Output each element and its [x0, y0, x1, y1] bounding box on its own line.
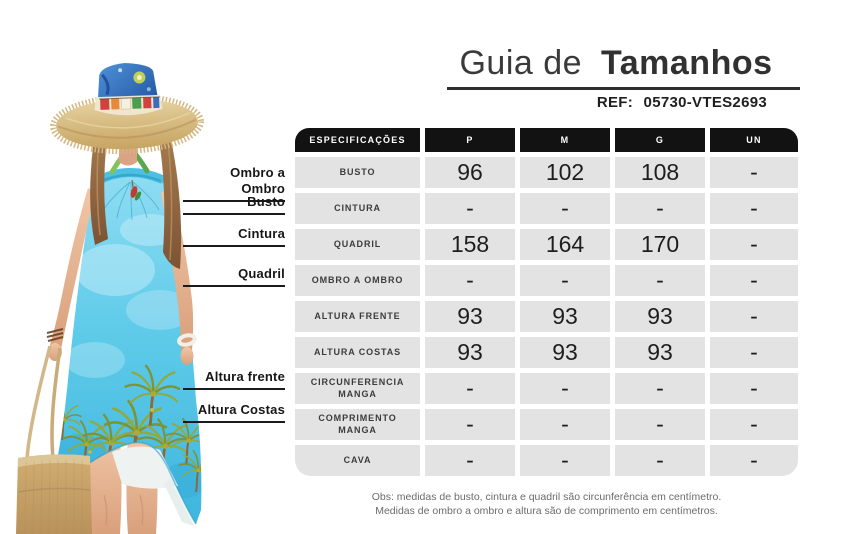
row-label: CINTURA	[295, 193, 420, 224]
measure-label: Altura Costas	[197, 402, 285, 417]
size-value-cell: -	[520, 445, 610, 476]
measure-label: Altura frente	[205, 369, 285, 384]
white-bangle	[177, 333, 197, 347]
ref-label: REF:	[596, 94, 634, 111]
page-title: Guia de Tamanhos	[425, 44, 807, 83]
ref-value: 05730-VTES2693	[643, 94, 767, 111]
title-underline	[447, 87, 800, 90]
size-value-cell: -	[710, 157, 798, 188]
measure-line-busto: Busto	[183, 194, 285, 215]
size-value-cell: 93	[520, 337, 610, 368]
tote-bag	[16, 345, 92, 534]
size-value-cell: 93	[520, 301, 610, 332]
size-value-cell: -	[710, 373, 798, 404]
size-value-cell: -	[710, 229, 798, 260]
row-label: OMBRO A OMBRO	[295, 265, 420, 296]
size-value-cell: -	[520, 193, 610, 224]
footnote-line-1: Obs: medidas de busto, cintura e quadril…	[371, 491, 722, 503]
measure-line-altura-costas: Altura Costas	[183, 402, 285, 423]
size-value-cell: 96	[425, 157, 515, 188]
hat-band-houses	[99, 96, 161, 110]
measure-label: Ombro a Ombro	[230, 165, 285, 196]
size-value-cell: -	[615, 373, 705, 404]
size-value-cell: -	[615, 409, 705, 440]
size-value-cell: 93	[615, 301, 705, 332]
size-value-cell: -	[520, 409, 610, 440]
page-title-light: Guia de	[459, 44, 583, 82]
size-value-cell: -	[520, 373, 610, 404]
size-value-cell: -	[615, 265, 705, 296]
footnote-line-2: Medidas de ombro a ombro e altura são de…	[375, 505, 718, 518]
size-value-cell: -	[425, 193, 515, 224]
size-value-cell: -	[425, 373, 515, 404]
charm	[130, 179, 142, 201]
row-label: CAVA	[295, 445, 420, 476]
size-value-cell: -	[615, 445, 705, 476]
size-value-cell: 102	[520, 157, 610, 188]
size-value-cell: -	[710, 193, 798, 224]
straw-hat	[50, 63, 204, 155]
row-label: COMPRIMENTO MANGA	[295, 409, 420, 440]
column-header-m: M	[520, 128, 610, 152]
size-value-cell: -	[710, 265, 798, 296]
row-label: BUSTO	[295, 157, 420, 188]
size-table: ESPECIFICAÇÕES P M G UN BUSTO 96 102 108- CINTURA…	[295, 128, 798, 476]
size-value-cell: 93	[425, 301, 515, 332]
measure-line-altura-frente: Altura frente	[183, 369, 285, 390]
size-value-cell: 93	[615, 337, 705, 368]
size-value-cell: -	[425, 409, 515, 440]
wrap-bracelet	[46, 328, 64, 342]
measure-label: Cintura	[238, 226, 285, 241]
column-header-especificacoes: ESPECIFICAÇÕES	[295, 128, 420, 152]
measure-line-quadril: Quadril	[183, 266, 285, 287]
size-value-cell: -	[710, 337, 798, 368]
measure-line-cintura: Cintura	[183, 226, 285, 247]
size-value-cell: -	[710, 301, 798, 332]
size-value-cell: 93	[425, 337, 515, 368]
size-value-cell: 158	[425, 229, 515, 260]
row-label: ALTURA COSTAS	[295, 337, 420, 368]
row-label: ALTURA FRENTE	[295, 301, 420, 332]
size-value-cell: -	[710, 409, 798, 440]
size-value-cell: -	[425, 265, 515, 296]
footnote: Obs: medidas de busto, cintura e quadril…	[295, 490, 798, 518]
model-photo	[16, 63, 204, 534]
size-value-cell: 170	[615, 229, 705, 260]
column-header-un: UN	[710, 128, 798, 152]
size-value-cell: -	[425, 445, 515, 476]
page-title-bold: Tamanhos	[601, 44, 773, 82]
row-label: CIRCUNFERENCIA MANGA	[295, 373, 420, 404]
size-value-cell: -	[615, 193, 705, 224]
size-value-cell: -	[710, 445, 798, 476]
column-header-g: G	[615, 128, 705, 152]
row-label: QUADRIL	[295, 229, 420, 260]
measure-label: Quadril	[238, 266, 285, 281]
size-value-cell: -	[520, 265, 610, 296]
column-header-p: P	[425, 128, 515, 152]
measure-label: Busto	[247, 194, 285, 209]
product-reference: REF: 05730-VTES2693	[447, 94, 767, 111]
size-value-cell: 108	[615, 157, 705, 188]
size-value-cell: 164	[520, 229, 610, 260]
measure-line-ombro-a-ombro: Ombro a Ombro	[183, 165, 285, 202]
